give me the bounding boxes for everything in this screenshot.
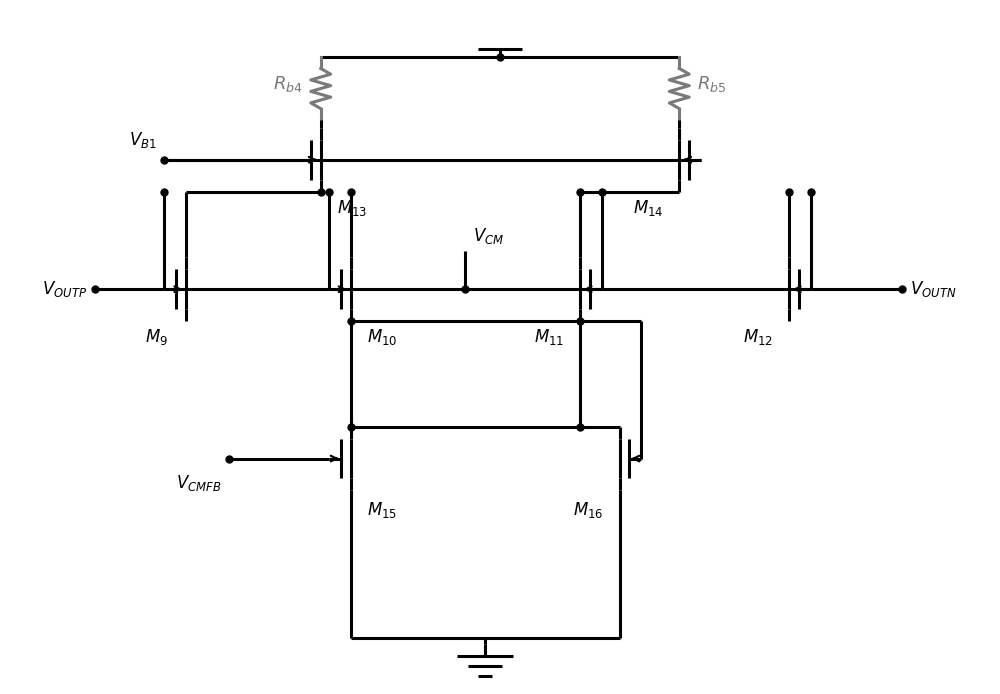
Text: $M_{11}$: $M_{11}$ bbox=[534, 327, 564, 347]
Text: $R_{b4}$: $R_{b4}$ bbox=[273, 74, 303, 94]
Text: $M_{14}$: $M_{14}$ bbox=[633, 198, 663, 218]
Text: $V_{CM}$: $V_{CM}$ bbox=[473, 226, 504, 246]
Text: $V_{CMFB}$: $V_{CMFB}$ bbox=[176, 473, 221, 493]
Text: $V_{B1}$: $V_{B1}$ bbox=[129, 130, 156, 150]
Text: $M_9$: $M_9$ bbox=[145, 327, 168, 347]
Text: $M_{12}$: $M_{12}$ bbox=[743, 327, 773, 347]
Text: $R_{b5}$: $R_{b5}$ bbox=[697, 74, 727, 94]
Text: $M_{16}$: $M_{16}$ bbox=[573, 500, 604, 520]
Text: $M_{10}$: $M_{10}$ bbox=[367, 327, 397, 347]
Text: $M_{13}$: $M_{13}$ bbox=[337, 198, 367, 218]
Text: $M_{15}$: $M_{15}$ bbox=[367, 500, 397, 520]
Text: $V_{OUTP}$: $V_{OUTP}$ bbox=[42, 279, 87, 299]
Text: $V_{OUTN}$: $V_{OUTN}$ bbox=[910, 279, 957, 299]
